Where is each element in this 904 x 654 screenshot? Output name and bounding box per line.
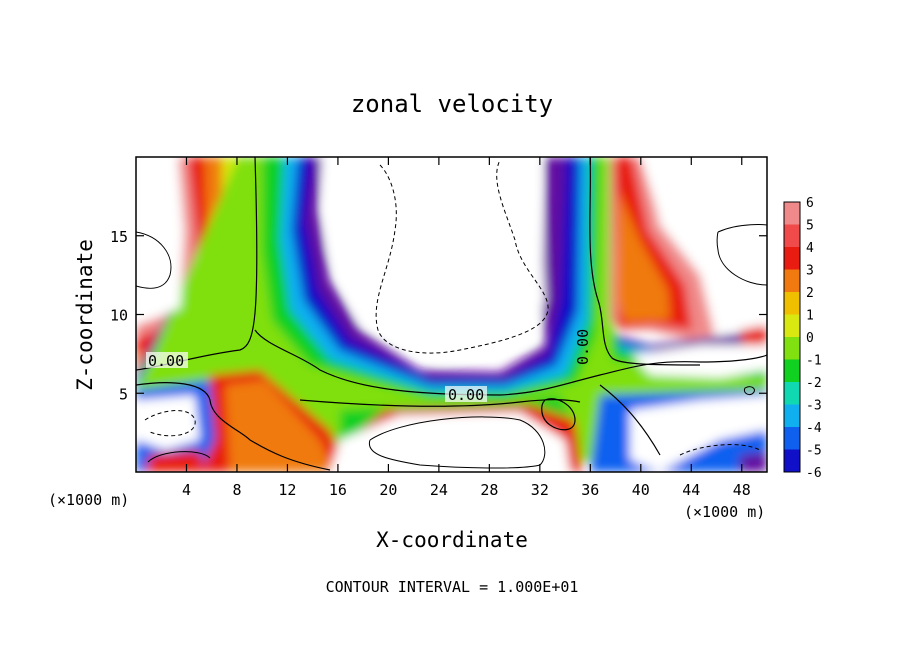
contour-right-top (716, 224, 767, 286)
y-axis-label: Z-coordinate (73, 239, 97, 391)
colorbar-label: 5 (806, 219, 814, 234)
contour-dashed-right (679, 444, 761, 456)
contour-label: 0.00 (148, 352, 184, 370)
colorbar-label: -5 (806, 444, 822, 459)
velocity-field: 0.00 0.00 0.00 (136, 157, 767, 472)
colorbar-swatch (784, 427, 800, 450)
x-unit-label-left: (×1000 m) (48, 491, 129, 509)
field-band-top-white (322, 157, 545, 360)
colorbar-label: 2 (806, 286, 814, 301)
field-band-lower-right-white (630, 395, 767, 472)
field-band-right-orange (616, 190, 670, 322)
contour-label: 0.00 (574, 329, 592, 365)
colorbar-label: 3 (806, 264, 814, 279)
contour-zero-lower (136, 382, 331, 471)
x-tick-label: 44 (682, 481, 700, 499)
field-band-center-lime (136, 157, 767, 462)
x-tick-label: 24 (430, 481, 448, 499)
x-tick-label: 8 (232, 481, 241, 499)
colorbar-label: 4 (806, 241, 814, 256)
colorbar-label: -6 (806, 466, 822, 481)
field-band-lower-orange (225, 380, 335, 472)
colorbar-frame (783, 201, 801, 473)
field-band-left-white (136, 157, 184, 322)
contour-right-arm (599, 384, 661, 456)
y-tick-label: 10 (110, 307, 128, 325)
contour-bottom-left-loop (147, 451, 211, 463)
contour-label: 0.00 (448, 386, 484, 404)
x-tick-label: 12 (278, 481, 296, 499)
colorbar-swatch (784, 247, 800, 270)
field-band-lower-white (330, 412, 570, 472)
colorbar-swatch (784, 269, 800, 293)
colorbar: 6 5 4 3 2 1 0 -1 -2 -3 -4 -5 -6 (783, 196, 822, 481)
colorbar-swatch (784, 359, 800, 383)
x-tick-label: 16 (329, 481, 347, 499)
x-tick-label: 4 (182, 481, 191, 499)
x-tick-label: 20 (379, 481, 397, 499)
contour-zero-loop (541, 398, 576, 431)
x-axis-label: X-coordinate (376, 528, 528, 552)
y-tick-label: 5 (119, 385, 128, 403)
colorbar-swatch (784, 337, 800, 360)
y-axis: 5 10 15 (110, 228, 767, 403)
contour-dashed-center (375, 159, 549, 354)
x-unit-label-right: (×1000 m) (684, 503, 765, 521)
contour-right-spot (744, 386, 755, 395)
y-tick-label: 15 (110, 228, 128, 246)
colorbar-label: -4 (806, 421, 822, 436)
colorbar-swatch (784, 314, 800, 338)
contour-zero-right-col (589, 157, 701, 366)
colorbar-swatch (784, 404, 800, 428)
contour-lower-band (299, 399, 581, 407)
colorbar-swatch (784, 202, 800, 225)
contour-dashed-left (144, 410, 196, 437)
colorbar-swatch (784, 292, 800, 315)
colorbar-label: 1 (806, 309, 814, 324)
contour-interval-note: CONTOUR INTERVAL = 1.000E+01 (326, 578, 579, 596)
colorbar-swatch (784, 449, 800, 473)
field-band-lower-right-purple (740, 452, 767, 472)
x-tick-label: 32 (531, 481, 549, 499)
x-tick-label: 48 (733, 481, 751, 499)
colorbar-label: 6 (806, 196, 814, 211)
colorbar-label: -3 (806, 399, 822, 414)
x-axis: 4 8 12 16 20 24 28 32 36 40 44 48 (182, 157, 751, 499)
colorbar-swatch (784, 382, 800, 405)
colorbar-swatch (784, 224, 800, 248)
contour-left-top (136, 231, 172, 289)
chart-title: zonal velocity (351, 90, 553, 118)
x-tick-label: 40 (632, 481, 650, 499)
colorbar-label: 0 (806, 331, 814, 346)
x-tick-label: 36 (581, 481, 599, 499)
x-tick-label: 28 (480, 481, 498, 499)
field-band-right-white (645, 157, 767, 335)
colorbar-label: -2 (806, 376, 822, 391)
field-band-lower-white-left (136, 395, 200, 450)
colorbar-label: -1 (806, 354, 822, 369)
